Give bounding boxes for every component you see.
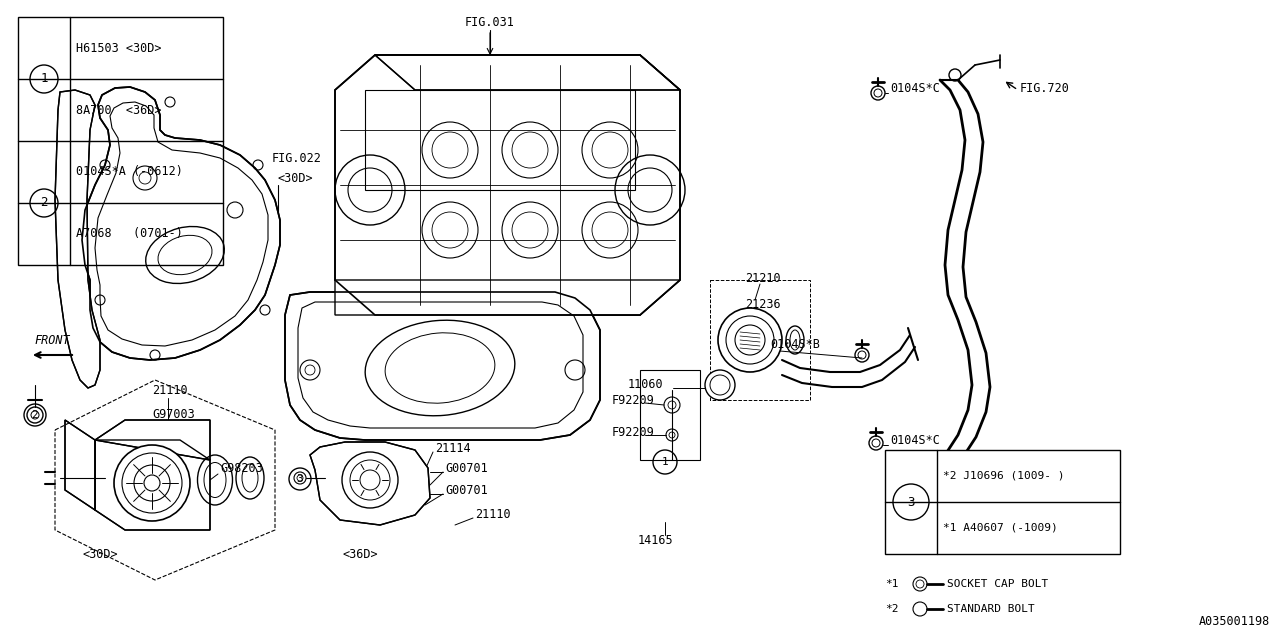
Polygon shape bbox=[335, 280, 680, 315]
Polygon shape bbox=[95, 420, 210, 460]
Text: G97003: G97003 bbox=[152, 408, 195, 422]
Text: <30D>: <30D> bbox=[82, 548, 118, 561]
Polygon shape bbox=[285, 292, 600, 440]
Polygon shape bbox=[55, 90, 100, 388]
Text: 3: 3 bbox=[297, 474, 303, 484]
Circle shape bbox=[705, 370, 735, 400]
Text: G98203: G98203 bbox=[220, 461, 262, 474]
Polygon shape bbox=[82, 87, 280, 360]
Text: FRONT: FRONT bbox=[35, 333, 70, 346]
Text: <30D>: <30D> bbox=[278, 172, 314, 184]
Text: <36D>: <36D> bbox=[342, 548, 378, 561]
Text: SOCKET CAP BOLT: SOCKET CAP BOLT bbox=[947, 579, 1048, 589]
Polygon shape bbox=[375, 55, 680, 90]
Text: 0104S*B: 0104S*B bbox=[771, 339, 820, 351]
Text: A7068   (0701-): A7068 (0701-) bbox=[76, 227, 183, 241]
Text: 0104S*C: 0104S*C bbox=[890, 81, 940, 95]
Text: 1: 1 bbox=[40, 72, 47, 86]
Text: *2: *2 bbox=[884, 604, 899, 614]
Polygon shape bbox=[335, 55, 680, 315]
Text: STANDARD BOLT: STANDARD BOLT bbox=[947, 604, 1034, 614]
Text: 21236: 21236 bbox=[745, 298, 781, 312]
Text: FIG.031: FIG.031 bbox=[465, 15, 515, 29]
Text: 21110: 21110 bbox=[152, 383, 188, 397]
Text: 21114: 21114 bbox=[435, 442, 471, 454]
Text: *2 J10696 (1009- ): *2 J10696 (1009- ) bbox=[943, 471, 1065, 481]
Text: 3: 3 bbox=[908, 495, 915, 509]
Polygon shape bbox=[65, 420, 95, 510]
Text: 11060: 11060 bbox=[628, 378, 663, 392]
Polygon shape bbox=[310, 442, 430, 525]
Text: 2: 2 bbox=[32, 410, 38, 420]
Text: 1: 1 bbox=[662, 457, 668, 467]
Bar bbox=[365, 90, 635, 190]
Circle shape bbox=[342, 452, 398, 508]
Text: F92209: F92209 bbox=[612, 394, 655, 406]
Circle shape bbox=[114, 445, 189, 521]
Text: *1 A40607 (-1009): *1 A40607 (-1009) bbox=[943, 523, 1057, 533]
Bar bbox=[884, 450, 1120, 554]
Circle shape bbox=[718, 308, 782, 372]
Text: G00701: G00701 bbox=[445, 461, 488, 474]
Text: 8A700  <36D>: 8A700 <36D> bbox=[76, 104, 161, 116]
Bar bbox=[18, 17, 223, 265]
Text: A035001198: A035001198 bbox=[1199, 615, 1270, 628]
Text: 2: 2 bbox=[40, 196, 47, 209]
Text: 14165: 14165 bbox=[637, 534, 673, 547]
Text: G00701: G00701 bbox=[445, 483, 488, 497]
Text: *1: *1 bbox=[884, 579, 899, 589]
Text: 21110: 21110 bbox=[475, 509, 511, 522]
Text: 0104S*A (-0612): 0104S*A (-0612) bbox=[76, 166, 183, 179]
Text: FIG.022: FIG.022 bbox=[273, 152, 321, 164]
Text: H61503 <30D>: H61503 <30D> bbox=[76, 42, 161, 54]
Polygon shape bbox=[95, 440, 210, 530]
Text: FIG.720: FIG.720 bbox=[1020, 81, 1070, 95]
Text: 0104S*C: 0104S*C bbox=[890, 433, 940, 447]
Text: 21210: 21210 bbox=[745, 271, 781, 285]
Text: F92209: F92209 bbox=[612, 426, 655, 438]
